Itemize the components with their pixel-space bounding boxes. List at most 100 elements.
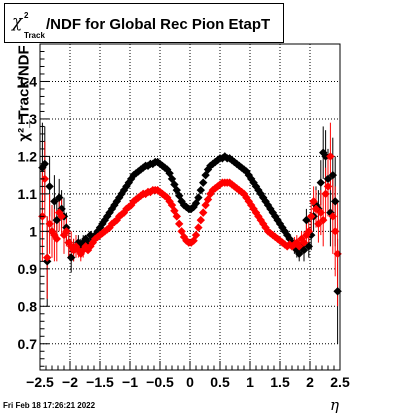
x-tick-label: −1.5 — [86, 374, 114, 390]
data-point-black — [295, 249, 304, 259]
data-point-black — [196, 185, 205, 195]
data-point-red — [328, 212, 337, 221]
x-tick-label: 1.5 — [270, 374, 290, 390]
data-point-black — [263, 200, 273, 210]
data-point-red — [105, 223, 114, 232]
y-tick-label: 1.1 — [18, 186, 38, 202]
x-tick-label: −2 — [62, 374, 78, 390]
data-point-black — [251, 182, 261, 191]
data-point-red — [191, 230, 201, 240]
data-point-red — [266, 229, 275, 238]
data-point-red — [304, 227, 313, 236]
data-point-black — [95, 223, 105, 232]
data-point-red — [307, 212, 316, 221]
data-point-red — [314, 219, 323, 229]
data-point-black — [93, 227, 102, 236]
data-point-black — [167, 174, 177, 184]
data-point-black — [199, 178, 208, 187]
data-point-red — [131, 195, 141, 204]
data-point-red — [311, 204, 321, 214]
data-point-black — [266, 204, 275, 214]
y-tick-label: 1.2 — [18, 148, 38, 164]
data-point-red — [295, 242, 304, 251]
y-tick-label: 1.4 — [18, 73, 38, 89]
data-point-black — [45, 182, 54, 191]
data-point-red — [299, 238, 309, 247]
data-point-red — [194, 223, 203, 232]
data-point-black — [67, 253, 76, 262]
data-point-black — [299, 245, 309, 255]
data-point-red — [321, 189, 330, 199]
data-point-black — [55, 193, 64, 202]
x-tick-label: 2 — [306, 374, 314, 390]
data-point-black — [323, 174, 333, 184]
data-point-black — [304, 242, 313, 251]
x-tick-label: 0.5 — [210, 374, 230, 390]
chart-title-box: χ 2 Track /NDF for Global Rec Pion EtapT — [4, 3, 284, 43]
data-point-black — [194, 193, 203, 202]
data-markers — [38, 148, 342, 296]
data-point-black — [331, 197, 340, 206]
data-point-black — [50, 197, 59, 206]
x-tick-label: 0 — [186, 374, 194, 390]
data-point-red — [196, 215, 205, 225]
data-point-black — [107, 204, 117, 214]
data-point-red — [172, 212, 181, 221]
data-point-red — [47, 227, 57, 236]
data-point-red — [62, 227, 71, 236]
y-tick-label: 0.7 — [18, 336, 38, 352]
data-point-black — [333, 287, 342, 296]
data-point-red — [179, 232, 189, 242]
data-point-red — [175, 219, 184, 229]
axes: −2.5 −2 −1.5 −1 −0.5 0 0.5 1 1.5 2 2.5 0.7 0.8 0.9 1 1.… — [18, 43, 350, 390]
data-point-black — [227, 155, 237, 165]
data-point-black — [170, 180, 179, 189]
data-point-black — [328, 170, 337, 180]
data-point-black — [280, 227, 289, 236]
data-point-black — [57, 204, 66, 214]
data-point-red — [199, 208, 208, 217]
y-tick-label: 0.9 — [18, 261, 38, 277]
data-point-black — [230, 157, 239, 167]
title-subscript: Track — [24, 31, 45, 40]
x-axis-label: η — [330, 396, 339, 414]
y-tick-label: 0.8 — [18, 298, 38, 314]
x-tick-label: 2.5 — [330, 374, 350, 390]
data-point-red — [100, 227, 109, 236]
data-point-red — [331, 227, 340, 236]
data-point-red — [52, 234, 61, 244]
data-point-black — [40, 159, 49, 169]
chart-title: /NDF for Global Rec Pion EtapT — [46, 16, 271, 33]
data-point-black — [105, 208, 114, 217]
data-point-black — [302, 215, 311, 225]
data-point-red — [227, 180, 237, 189]
y-axis-label: χ²_Track/NDF — [15, 45, 33, 142]
data-point-red — [57, 212, 66, 221]
data-point-red — [316, 208, 325, 217]
data-point-red — [215, 180, 225, 189]
data-point-red — [45, 219, 54, 229]
x-tick-label: −1 — [122, 374, 138, 390]
data-point-red — [103, 225, 112, 234]
data-point-black — [122, 182, 131, 191]
x-tick-label: 1 — [246, 374, 254, 390]
data-point-black — [321, 152, 330, 161]
data-point-black — [110, 200, 119, 210]
data-point-red — [167, 200, 177, 210]
data-point-red — [98, 229, 107, 238]
title-chi-symbol: χ — [12, 12, 23, 32]
data-point-black — [316, 178, 325, 187]
data-point-red — [43, 253, 52, 262]
x-tick-label: −2.5 — [26, 374, 54, 390]
data-point-black — [179, 200, 189, 210]
data-point-red — [122, 204, 131, 214]
data-point-red — [230, 182, 239, 191]
data-point-red — [319, 215, 328, 225]
data-point-red — [263, 227, 273, 236]
y-tick-label: 1.3 — [18, 111, 38, 127]
data-point-red — [203, 195, 213, 204]
data-point-red — [309, 197, 318, 206]
data-point-black — [278, 223, 287, 232]
data-point-red — [323, 182, 333, 191]
data-point-red — [326, 152, 335, 161]
